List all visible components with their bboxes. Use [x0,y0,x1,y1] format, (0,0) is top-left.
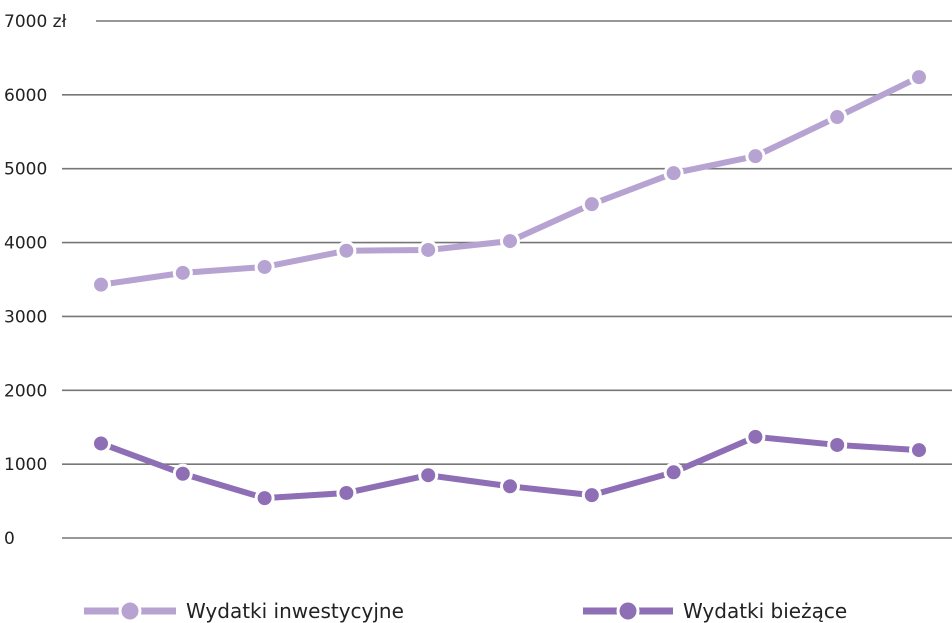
y-tick-label: 1000 [4,455,47,475]
y-tick-label: 3000 [4,307,47,327]
legend-item-2: Wydatki bieżące [583,599,847,623]
y-tick-label: 5000 [4,160,47,180]
data-point [172,262,193,283]
data-point [336,482,357,503]
data-point [909,67,929,88]
data-point [745,426,766,447]
data-point [172,463,193,484]
legend-swatch-marker [118,599,142,623]
data-point [91,274,111,295]
data-point [909,440,929,461]
y-tick-label: 4000 [4,234,47,254]
data-point [336,240,357,261]
legend: Wydatki inwestycyjne Wydatki bieżące [84,599,847,623]
y-tick-label: 6000 [4,86,47,106]
y-tick-label: 2000 [4,381,47,401]
legend-item-1: Wydatki inwestycyjne [84,599,404,623]
y-tick-label: 0 [4,529,15,549]
data-point [500,476,520,497]
series-line [98,74,922,288]
series-2 [91,426,929,509]
data-point [745,146,766,167]
data-point [418,465,439,486]
data-point [418,239,439,260]
data-point [581,485,602,506]
y-axis-ticks: 0 1000 2000 3000 4000 5000 6000 7000 zł [4,12,67,549]
data-point [254,256,275,277]
data-point [581,194,602,215]
legend-label: Wydatki inwestycyjne [186,599,404,623]
data-point [254,488,275,509]
y-tick-label: 7000 zł [4,12,67,32]
data-point [827,107,848,128]
data-point [663,163,684,184]
data-point [663,462,684,483]
legend-label: Wydatki bieżące [683,599,847,623]
data-point [827,434,848,455]
series-1 [91,67,929,295]
data-point [91,433,111,454]
grid-lines [62,20,952,539]
data-point [500,231,520,252]
legend-swatch-marker [616,599,640,623]
series-layer [91,67,929,509]
